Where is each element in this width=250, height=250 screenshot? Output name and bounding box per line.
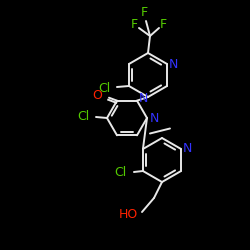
Text: F: F: [130, 18, 138, 32]
Text: Cl: Cl: [99, 82, 111, 94]
Text: HO: HO: [119, 208, 138, 222]
Text: Cl: Cl: [115, 166, 127, 179]
Text: F: F: [140, 6, 147, 20]
Text: Cl: Cl: [77, 110, 89, 122]
Text: F: F: [160, 18, 166, 32]
Text: N: N: [150, 112, 160, 124]
Text: N: N: [139, 92, 148, 105]
Text: N: N: [183, 142, 192, 156]
Text: O: O: [92, 89, 102, 102]
Text: N: N: [169, 58, 178, 70]
